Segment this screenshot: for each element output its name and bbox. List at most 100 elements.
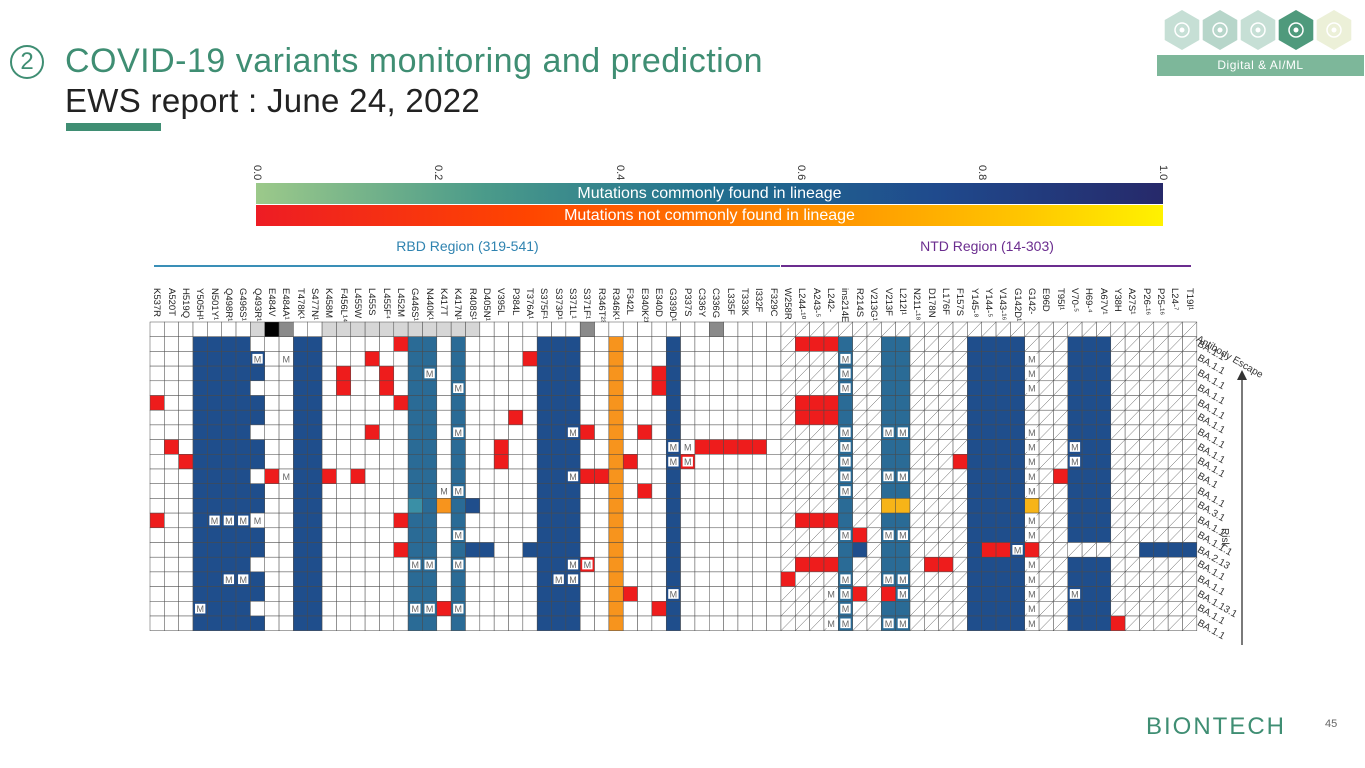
heatmap-cell <box>881 380 896 396</box>
heatmap-cell <box>436 556 452 573</box>
heatmap-cell <box>307 512 323 529</box>
heatmap-cell <box>450 395 466 411</box>
heatmap-cell <box>278 586 294 602</box>
heatmap-cell <box>293 468 308 484</box>
heatmap-cell <box>278 571 294 587</box>
heatmap-cell <box>651 454 667 470</box>
heatmap-cell <box>594 601 610 617</box>
heatmap-cell <box>207 601 222 617</box>
missing-diagonal <box>1038 410 1054 426</box>
heatmap-cell <box>680 483 696 499</box>
missing-diagonal <box>823 424 839 440</box>
mark-box <box>682 442 693 452</box>
heatmap-cell <box>336 586 352 602</box>
missing-diagonal <box>823 380 839 396</box>
mark-box <box>453 603 464 614</box>
heatmap-cell <box>436 586 452 602</box>
heatmap-cell <box>709 542 724 558</box>
heatmap-cell <box>479 527 495 543</box>
mark-box <box>1026 427 1038 438</box>
heatmap-cell <box>967 512 982 529</box>
heatmap-cell <box>536 321 552 337</box>
missing-diagonal <box>895 321 911 337</box>
mark-label: M <box>899 531 907 541</box>
heatmap-cell <box>164 321 179 337</box>
missing-diagonal <box>1139 410 1154 426</box>
missing-diagonal <box>1038 439 1054 455</box>
heatmap-cell <box>479 409 495 426</box>
heatmap-cell <box>307 498 323 514</box>
missing-diagonal <box>1167 601 1183 617</box>
mark-box <box>453 383 464 393</box>
mark-label: M <box>1028 531 1036 541</box>
heatmap-cell <box>207 365 222 382</box>
missing-diagonal <box>924 365 939 381</box>
heatmap-cell <box>207 409 222 426</box>
mark-box <box>840 530 851 540</box>
heatmap-cell <box>493 586 509 602</box>
heatmap-cell <box>307 365 323 382</box>
missing-diagonal <box>1153 336 1169 352</box>
heatmap-cell <box>235 468 251 484</box>
heatmap-cell <box>192 615 208 631</box>
missing-diagonal <box>1067 542 1083 558</box>
heatmap-cell <box>178 321 194 337</box>
missing-diagonal <box>1153 439 1169 455</box>
heatmap-cell <box>307 601 323 617</box>
heatmap-cell <box>1010 615 1025 631</box>
heatmap-cell <box>422 351 438 367</box>
heatmap-cell <box>321 615 337 631</box>
mark-box <box>1026 368 1038 379</box>
mark-label: M <box>426 560 434 570</box>
heatmap-cell <box>551 424 567 440</box>
heatmap-cell <box>479 512 495 529</box>
heatmap-cell <box>594 615 610 631</box>
heatmap-cell <box>178 586 194 602</box>
heatmap-cell <box>637 556 653 573</box>
missing-diagonal <box>852 498 868 514</box>
mark-box <box>424 559 435 570</box>
missing-diagonal <box>1182 586 1197 602</box>
missing-diagonal <box>995 321 1011 337</box>
heatmap-cell <box>622 527 638 543</box>
heatmap-cell <box>465 542 481 558</box>
heatmap-cell <box>450 586 466 602</box>
heatmap-cell <box>393 395 409 411</box>
missing-diagonal <box>1167 351 1183 367</box>
heatmap-cell <box>364 454 380 470</box>
heatmap-cell <box>1010 351 1025 367</box>
mark-label: M <box>670 442 678 452</box>
heatmap-cell <box>178 454 194 470</box>
missing-diagonal <box>1153 601 1169 617</box>
heatmap-cell <box>321 542 337 558</box>
mark-box <box>1069 456 1081 467</box>
heatmap-cell <box>508 527 524 543</box>
heatmap-cell <box>637 542 653 558</box>
heatmap-cell <box>752 601 767 617</box>
missing-diagonal <box>1038 615 1054 631</box>
missing-diagonal <box>1053 351 1068 367</box>
heatmap-cell <box>192 409 208 426</box>
heatmap-cell <box>579 336 595 352</box>
heatmap-cell <box>594 556 610 573</box>
heatmap-cell <box>780 571 796 587</box>
gear-search-icon <box>1164 10 1200 50</box>
heatmap-cell <box>680 512 696 529</box>
mark-box <box>897 589 909 599</box>
heatmap-cell <box>293 365 308 382</box>
heatmap-cell <box>522 439 538 455</box>
heatmap-cell <box>881 365 896 382</box>
mark-label: M <box>1028 619 1036 629</box>
heatmap-cell <box>766 601 782 617</box>
heatmap-cell <box>637 615 653 631</box>
missing-diagonal <box>795 498 810 514</box>
mark-label: M <box>1028 428 1036 438</box>
heatmap-cell <box>565 498 581 514</box>
heatmap-cell <box>1096 556 1112 573</box>
missing-diagonal <box>1153 468 1169 484</box>
heatmap-cell <box>207 483 222 499</box>
heatmap-cell <box>407 483 423 499</box>
heatmap-cell <box>465 321 481 337</box>
heatmap-cell <box>321 395 337 411</box>
heatmap-cell <box>795 512 810 529</box>
